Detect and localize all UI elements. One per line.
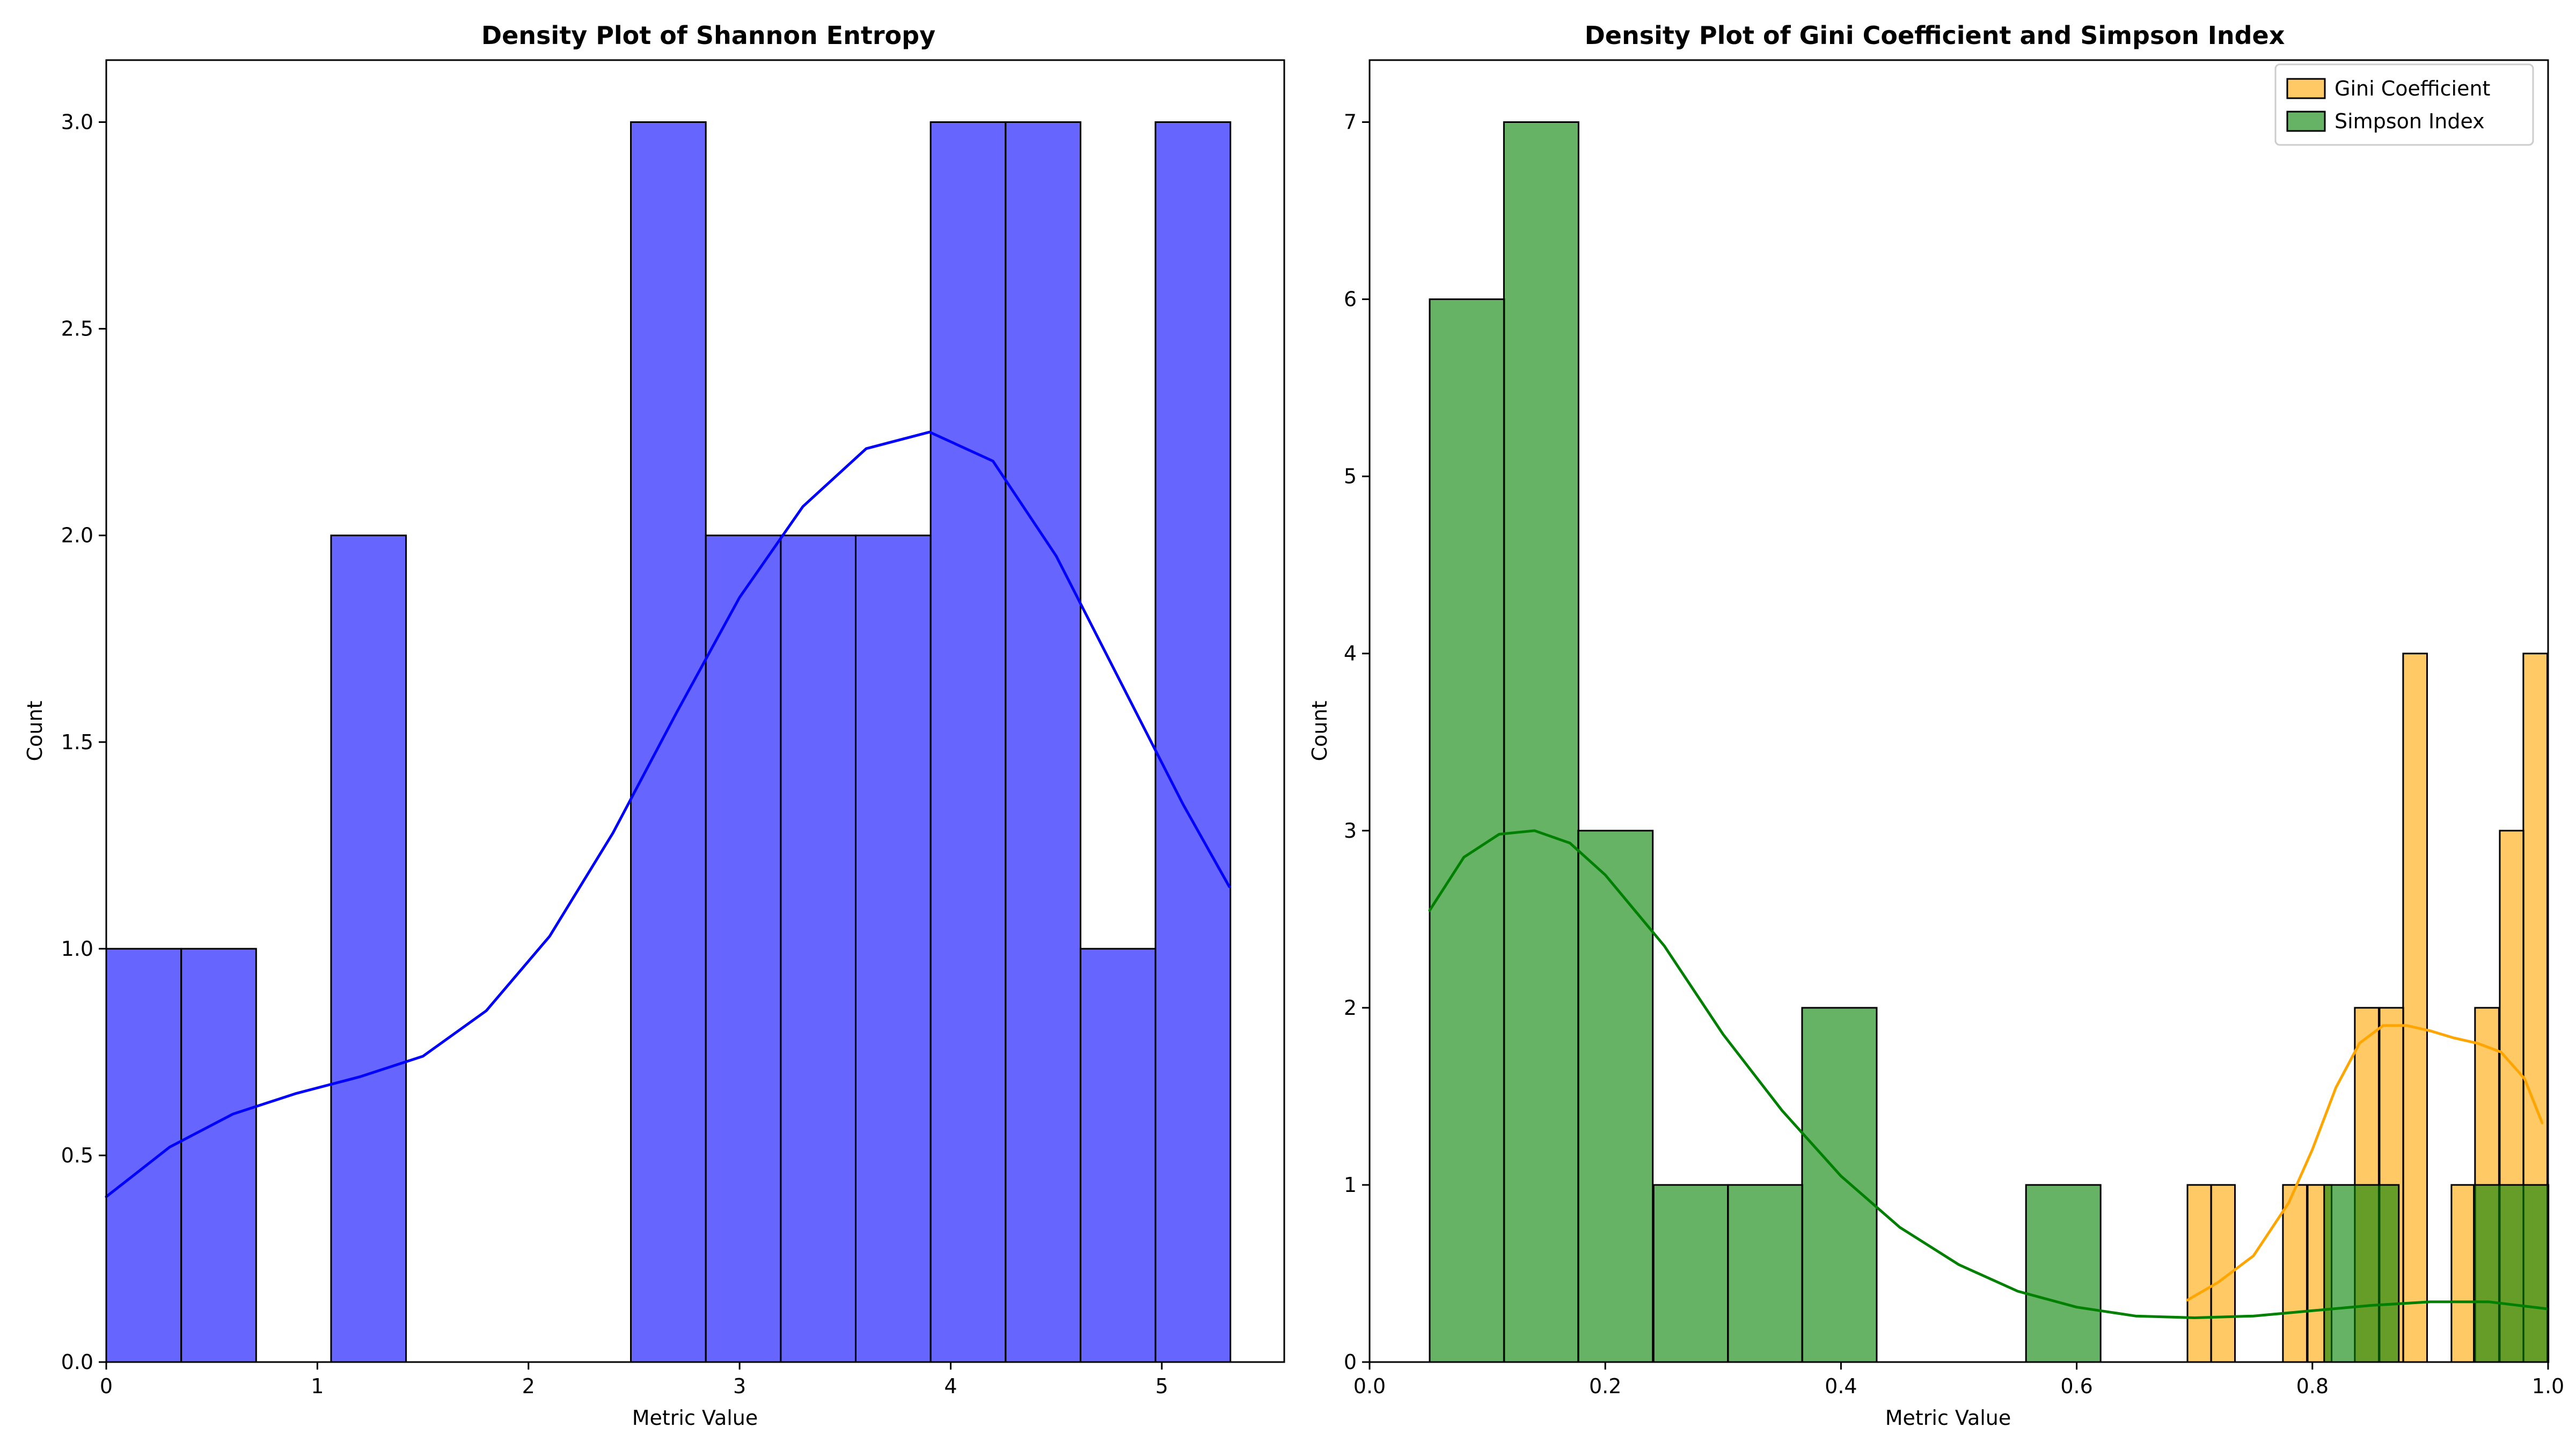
histogram-bar-series-0 — [330, 535, 407, 1363]
histogram-bar-simpson-index — [1652, 1184, 1729, 1363]
histogram-bar-series-0 — [705, 535, 782, 1363]
histogram-bars — [1429, 121, 2550, 1363]
legend-swatch-simpson — [2286, 111, 2326, 132]
x-tick-label: 4 — [944, 1374, 957, 1398]
histogram-bar-gini-coefficient — [2450, 1184, 2477, 1363]
legend-label-gini: Gini Coefficient — [2334, 77, 2490, 100]
histogram-bar-series-0 — [780, 535, 857, 1363]
histogram-bar-series-0 — [1005, 121, 1081, 1363]
x-tick-label: 3 — [733, 1374, 746, 1398]
x-axis-label: Metric Value — [632, 1406, 758, 1430]
y-axis-label: Count — [23, 701, 47, 762]
x-axis-ticks: 0.0 0.2 0.4 0.6 0.8 1.0 — [1353, 1362, 2564, 1398]
y-tick-label: 4 — [1344, 642, 1357, 665]
y-axis-ticks: 0 1 2 3 4 5 6 7 — [1344, 111, 1370, 1374]
legend: Gini Coefficient Simpson Index — [2274, 63, 2534, 146]
x-tick-label: 0.8 — [2296, 1374, 2329, 1398]
histogram-bar-series-0 — [105, 948, 182, 1363]
kde-line-series-0 — [105, 430, 1231, 1198]
histogram-bar-simpson-index — [2323, 1184, 2400, 1363]
histogram-bar-series-0 — [180, 948, 257, 1363]
y-tick-label: 1.5 — [61, 730, 93, 754]
y-tick-label: 0.5 — [61, 1144, 93, 1167]
x-tick-label: 0.6 — [2060, 1374, 2092, 1398]
y-tick-label: 2.0 — [61, 524, 93, 547]
histogram-bars — [105, 121, 1232, 1363]
histogram-bar-series-0 — [1079, 948, 1157, 1363]
x-axis-ticks: 0 1 2 3 4 5 — [100, 1362, 1168, 1398]
kde-line-simpson-index — [1428, 829, 2550, 1319]
x-axis-label: Metric Value — [1885, 1406, 2011, 1430]
axes-frame — [1368, 59, 2549, 1363]
y-axis-label: Count — [1308, 701, 1331, 762]
x-tick-label: 5 — [1155, 1374, 1168, 1398]
histogram-bar-simpson-index — [1429, 298, 1505, 1363]
x-tick-label: 0.0 — [1353, 1374, 1386, 1398]
histogram-bar-simpson-index — [1727, 1184, 1804, 1363]
x-tick-label: 0.2 — [1589, 1374, 1621, 1398]
y-tick-label: 1 — [1344, 1173, 1357, 1197]
histogram-bar-series-0 — [930, 121, 1007, 1363]
y-axis-ticks: 0.0 0.5 1.0 1.5 2.0 2.5 3.0 — [61, 111, 106, 1374]
histogram-bar-series-0 — [854, 535, 932, 1363]
x-tick-label: 2 — [522, 1374, 535, 1398]
y-tick-label: 3 — [1344, 819, 1357, 843]
y-tick-label: 0.0 — [61, 1350, 93, 1374]
histogram-bar-series-0 — [1154, 121, 1232, 1363]
y-tick-label: 5 — [1344, 465, 1357, 488]
x-tick-label: 0.4 — [1825, 1374, 1857, 1398]
chart-title: Density Plot of Gini Coefficient and Sim… — [1585, 21, 2285, 50]
y-tick-label: 1.0 — [61, 937, 93, 961]
y-tick-label: 6 — [1344, 288, 1357, 311]
histogram-bar-simpson-index — [2025, 1184, 2102, 1363]
histogram-bar-gini-coefficient — [2282, 1184, 2308, 1363]
y-tick-label: 7 — [1344, 111, 1357, 134]
axes-frame — [105, 59, 1285, 1363]
shannon-entropy-panel: Density Plot of Shannon Entropy 0 1 2 3 4 5 0… — [23, 21, 1285, 1430]
histogram-bar-simpson-index — [2473, 1184, 2550, 1363]
y-tick-label: 2 — [1344, 996, 1357, 1020]
histogram-bar-gini-coefficient — [2402, 653, 2428, 1363]
y-tick-label: 2.5 — [61, 317, 93, 341]
histogram-bar-simpson-index — [1577, 830, 1654, 1363]
legend-label-simpson: Simpson Index — [2334, 109, 2485, 133]
legend-swatch-gini — [2286, 78, 2326, 99]
histogram-bar-series-0 — [630, 121, 707, 1363]
y-tick-label: 3.0 — [61, 111, 93, 134]
kde-line-gini-coefficient — [2186, 1024, 2544, 1301]
y-tick-label: 0 — [1344, 1350, 1357, 1374]
histogram-bar-simpson-index — [1801, 1007, 1878, 1363]
histogram-bar-simpson-index — [1503, 121, 1579, 1363]
histogram-bar-gini-coefficient — [2186, 1184, 2213, 1363]
kde-curves — [1428, 829, 2550, 1319]
chart-title: Density Plot of Shannon Entropy — [481, 21, 935, 50]
gini-simpson-panel: Density Plot of Gini Coefficient and Sim… — [1308, 21, 2564, 1430]
legend-box — [2274, 63, 2534, 146]
kde-curves — [105, 430, 1231, 1198]
x-tick-label: 0 — [100, 1374, 113, 1398]
x-tick-label: 1 — [311, 1374, 324, 1398]
x-tick-label: 1.0 — [2532, 1374, 2564, 1398]
